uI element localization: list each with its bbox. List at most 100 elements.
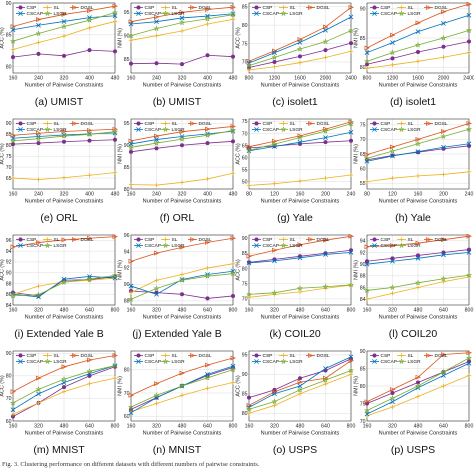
legend-label: SL [408, 353, 414, 359]
data-point-lsgr [415, 140, 421, 147]
legend-label: LSGR [54, 127, 68, 133]
data-point-legend-sl [281, 5, 286, 10]
data-point-sl [61, 175, 67, 180]
data-point-csp [467, 39, 472, 44]
plot-frame [12, 350, 116, 422]
y-tick-label: 60 [124, 414, 130, 420]
series-cscap [246, 129, 354, 154]
x-axis-label: Number of Pairwise Constraints [25, 431, 104, 437]
y-tick-label: 80 [360, 65, 366, 71]
data-point-cscap [128, 283, 134, 289]
data-point-sl [390, 62, 395, 67]
data-point-legend-lsgr [162, 242, 169, 249]
series-dgsl [364, 120, 472, 158]
series-lsgr [246, 367, 354, 412]
series-line-lsgr [366, 357, 470, 411]
data-point-legend-cscap [136, 359, 141, 364]
data-point-lsgr [364, 58, 370, 64]
y-axis-label: NMI (%) [117, 260, 123, 280]
legend: CSP SL DGSL CSCAP LSGR [16, 237, 94, 249]
legend-label: LSGR [408, 11, 422, 17]
data-point-lsgr [112, 9, 118, 16]
data-point-csp [441, 250, 446, 255]
data-point-lsgr [271, 140, 278, 147]
legend-label: SL [172, 353, 178, 359]
chart-panel: 160 320 480 640 800 70 75 80 85 90 Number of Pairw… [353, 348, 473, 464]
y-tick-label: 94 [360, 239, 366, 245]
data-point-lsgr [179, 277, 185, 283]
chart-panel: 80 120 160 200 240 55 60 65 70 75 Number of Pairwi… [353, 116, 474, 232]
data-point-cscap [246, 260, 252, 266]
legend-label: SL [54, 5, 60, 11]
x-tick-label: 2000 [320, 76, 332, 82]
data-point-legend-lsgr [162, 126, 169, 133]
data-point-dgsl [415, 240, 421, 246]
data-point-cscap [390, 258, 395, 264]
legend: CSP SL DGSL CSCAP LSGR [252, 237, 330, 249]
x-tick-label: 160 [296, 192, 305, 198]
x-tick-label: 240 [465, 192, 474, 198]
data-point-cscap [297, 40, 303, 45]
data-point-dgsl [466, 120, 472, 126]
y-tick-label: 90 [360, 262, 366, 268]
legend-label: CSCAP [27, 243, 44, 249]
data-point-lsgr [389, 284, 396, 291]
x-tick-label: 320 [60, 192, 69, 198]
data-point-lsgr [415, 41, 421, 48]
series-lsgr [128, 366, 236, 410]
x-axis-label: Number of Pairwise Constraints [261, 431, 340, 437]
series-sl [10, 375, 118, 417]
x-tick-label: 480 [296, 424, 305, 430]
data-point-legend-dgsl [72, 237, 78, 242]
y-axis-label: ACC (%) [235, 143, 241, 164]
data-point-legend-csp [136, 121, 141, 126]
data-point-legend-csp [254, 353, 259, 358]
x-tick-label: 640 [321, 308, 330, 314]
data-point-sl [364, 66, 370, 71]
series-lsgr [364, 27, 472, 64]
series-lsgr [10, 9, 118, 44]
series-line-dgsl [248, 360, 352, 406]
data-point-legend-cscap [18, 11, 23, 16]
data-point-dgsl [415, 374, 421, 380]
data-point-legend-dgsl [308, 121, 314, 126]
series-sl [246, 372, 354, 416]
data-point-legend-csp [18, 237, 23, 242]
y-tick-label: 60 [360, 166, 366, 172]
data-point-sl [128, 290, 134, 295]
data-point-cscap [128, 141, 134, 147]
data-point-lsgr [389, 49, 396, 56]
x-tick-label: 160 [9, 192, 18, 198]
x-axis-label: Number of Pairwise Constraints [25, 83, 104, 89]
chart-panel: 80 120 160 200 240 50 55 60 65 70 75 Number of Pair… [235, 116, 355, 232]
data-point-lsgr [466, 27, 472, 33]
data-point-legend-cscap [372, 127, 377, 132]
legend-label: LSGR [408, 127, 422, 133]
y-tick-label: 70 [242, 131, 248, 137]
data-point-sl [348, 49, 354, 54]
data-point-lsgr [466, 126, 472, 132]
chart-caption: (p) USPS [390, 444, 436, 456]
y-tick-label: 88 [360, 274, 366, 280]
y-axis-label: ACC (%) [235, 375, 241, 396]
data-point-dgsl [466, 1, 472, 7]
plot-frame [366, 350, 470, 422]
data-point-sl [364, 179, 370, 184]
legend-label: SL [54, 353, 60, 359]
y-tick-label: 75 [6, 154, 12, 160]
data-point-dgsl [246, 253, 252, 259]
data-point-cscap [61, 276, 67, 282]
legend-label: CSCAP [27, 127, 44, 133]
x-tick-label: 480 [178, 424, 187, 430]
x-tick-label: 480 [111, 192, 120, 198]
x-axis-label: Number of Pairwise Constraints [143, 199, 222, 205]
data-point-dgsl [466, 350, 472, 356]
line-chart: 160 320 480 640 800 70 75 80 85 90 Number of Pairw… [235, 233, 355, 321]
chart-caption: (a) UMIST [34, 96, 84, 108]
x-tick-label: 320 [388, 308, 397, 314]
x-tick-label: 240 [152, 192, 161, 198]
legend-label: CSP [381, 121, 391, 127]
data-point-lsgr [179, 136, 185, 142]
x-tick-label: 240 [34, 76, 43, 82]
